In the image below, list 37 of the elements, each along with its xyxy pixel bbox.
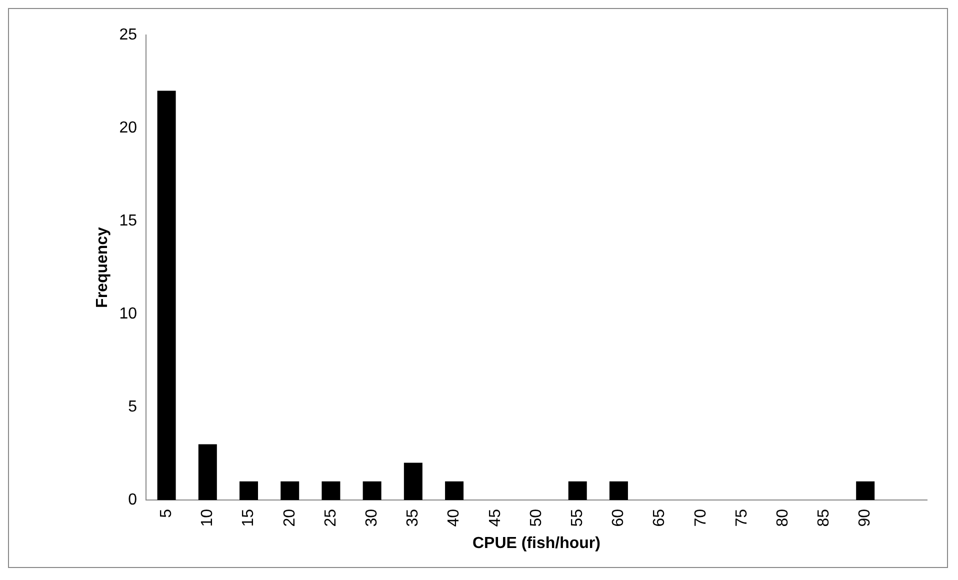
bar xyxy=(240,481,258,500)
bar xyxy=(568,481,587,500)
y-axis-title: Frequency xyxy=(94,226,112,308)
bar xyxy=(445,481,464,500)
x-tick-label: 20 xyxy=(281,508,298,527)
bar xyxy=(280,481,300,500)
y-tick-label: 25 xyxy=(119,26,138,44)
x-tick-label: 30 xyxy=(363,508,380,527)
x-tick-label: 40 xyxy=(446,508,463,527)
x-axis-title: CPUE (fish/hour) xyxy=(472,534,600,552)
x-tick-label: 5 xyxy=(158,508,175,518)
x-tick-label: 80 xyxy=(774,508,792,527)
x-tick-label: 65 xyxy=(651,508,668,527)
x-tick-label: 85 xyxy=(816,508,833,527)
bar xyxy=(322,481,340,500)
y-tick-label: 20 xyxy=(119,119,138,136)
x-tick-label: 55 xyxy=(569,508,586,527)
x-tick-label: 10 xyxy=(199,508,216,527)
x-tick-label: 70 xyxy=(692,508,710,527)
x-tick-label: 50 xyxy=(528,508,545,527)
y-tick-label: 10 xyxy=(119,305,138,322)
y-tick-label: 15 xyxy=(119,212,138,230)
y-tick-label: 0 xyxy=(128,491,138,508)
y-tick-label: 5 xyxy=(128,398,138,416)
x-tick-label: 25 xyxy=(322,508,340,527)
x-tick-label: 75 xyxy=(733,508,750,527)
bar xyxy=(609,481,628,500)
bar xyxy=(198,444,217,500)
bar xyxy=(856,481,875,500)
x-tick-label: 35 xyxy=(404,508,422,527)
x-tick-label: 45 xyxy=(486,508,504,527)
x-tick-label: 60 xyxy=(610,508,628,527)
bar xyxy=(362,481,382,500)
x-tick-label: 15 xyxy=(240,508,258,527)
x-tick-label: 90 xyxy=(856,508,874,527)
bar xyxy=(404,462,422,500)
bar xyxy=(157,90,176,500)
